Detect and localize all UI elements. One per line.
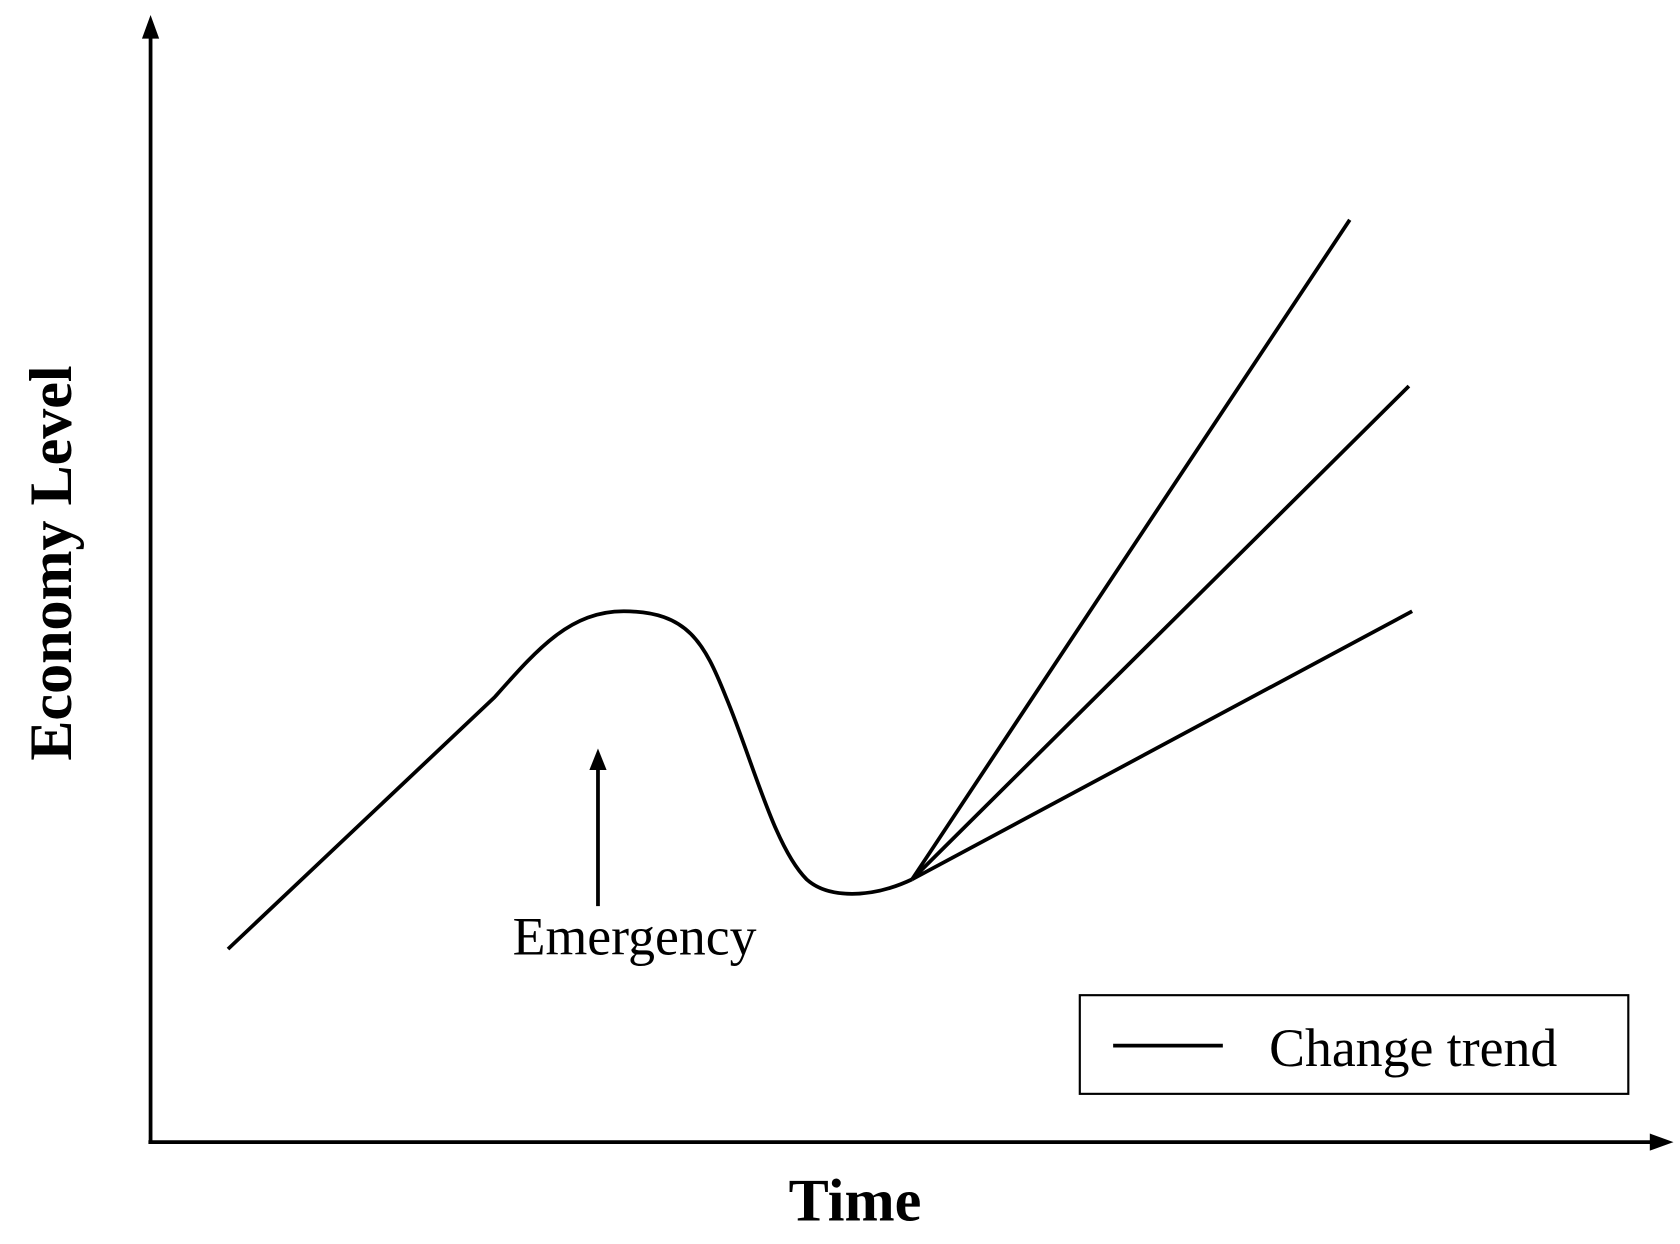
y-axis-arrow [141,15,160,39]
trend-line [911,609,1414,882]
trend-line [910,218,1352,881]
legend-label: Change trend [1269,1018,1557,1078]
x-axis-arrow [1649,1133,1674,1151]
annotation: Emergency [513,907,757,967]
diagram-content: Emergency Change trend Time Economy Leve… [18,15,1674,1234]
x-axis-label: Time [789,1167,922,1234]
emergency-arrow-head [589,748,607,770]
economy-curve [226,609,913,951]
y-axis-label: Economy Level [18,365,85,760]
trend-line [910,384,1411,881]
